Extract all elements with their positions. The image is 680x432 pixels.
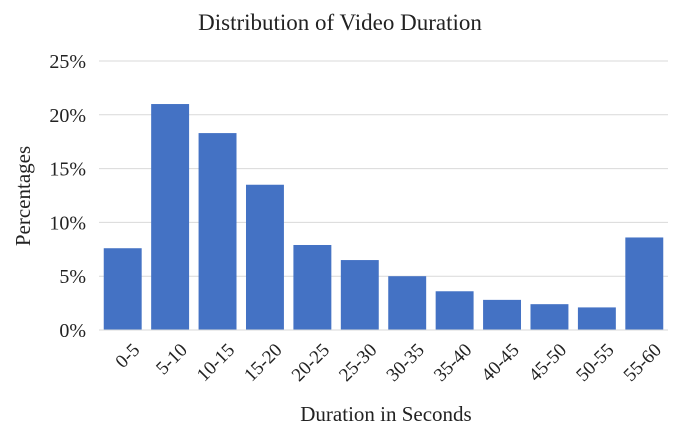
bar — [435, 291, 474, 330]
bar — [388, 276, 427, 330]
x-tick-label: 30-35 — [383, 340, 429, 386]
x-tick-label: 40-45 — [477, 340, 523, 386]
x-tick-label: 50-55 — [572, 340, 618, 386]
bar — [340, 260, 379, 330]
x-tick-label: 25-30 — [335, 340, 381, 386]
x-tick-label: 5-10 — [152, 340, 191, 379]
x-axis-tick-labels: 0-5 5-10 10-15 15-20 20-25 25-30 30-35 35-40 40-… — [112, 340, 666, 386]
x-tick-label: 35-40 — [430, 340, 476, 386]
bar — [245, 184, 284, 330]
x-axis-label: Duration in Seconds — [300, 402, 471, 426]
bar — [151, 104, 190, 330]
y-tick-label: 0% — [59, 320, 86, 342]
y-tick-label: 5% — [59, 266, 86, 288]
x-tick-label: 10-15 — [193, 340, 239, 386]
x-tick-label: 15-20 — [240, 340, 286, 386]
y-axis-label: Percentages — [11, 146, 35, 246]
bar — [198, 133, 237, 330]
y-tick-label: 25% — [49, 51, 86, 73]
bar — [483, 299, 522, 330]
y-tick-label: 20% — [49, 105, 86, 127]
x-tick-label: 55-60 — [620, 340, 666, 386]
x-tick-label: 45-50 — [525, 340, 571, 386]
y-tick-label: 10% — [49, 212, 86, 234]
bar — [103, 248, 142, 330]
y-tick-label: 15% — [49, 159, 86, 181]
x-tick-label: 0-5 — [112, 340, 145, 373]
y-axis-tick-labels: 0% 5% 10% 15% 20% 25% — [49, 51, 86, 342]
bar — [530, 304, 569, 330]
bar — [293, 244, 332, 330]
bars — [103, 104, 664, 330]
bar — [577, 307, 616, 330]
gridlines — [99, 60, 668, 277]
bar — [625, 237, 664, 330]
x-tick-label: 20-25 — [288, 340, 334, 386]
chart-title: Distribution of Video Duration — [198, 10, 482, 35]
